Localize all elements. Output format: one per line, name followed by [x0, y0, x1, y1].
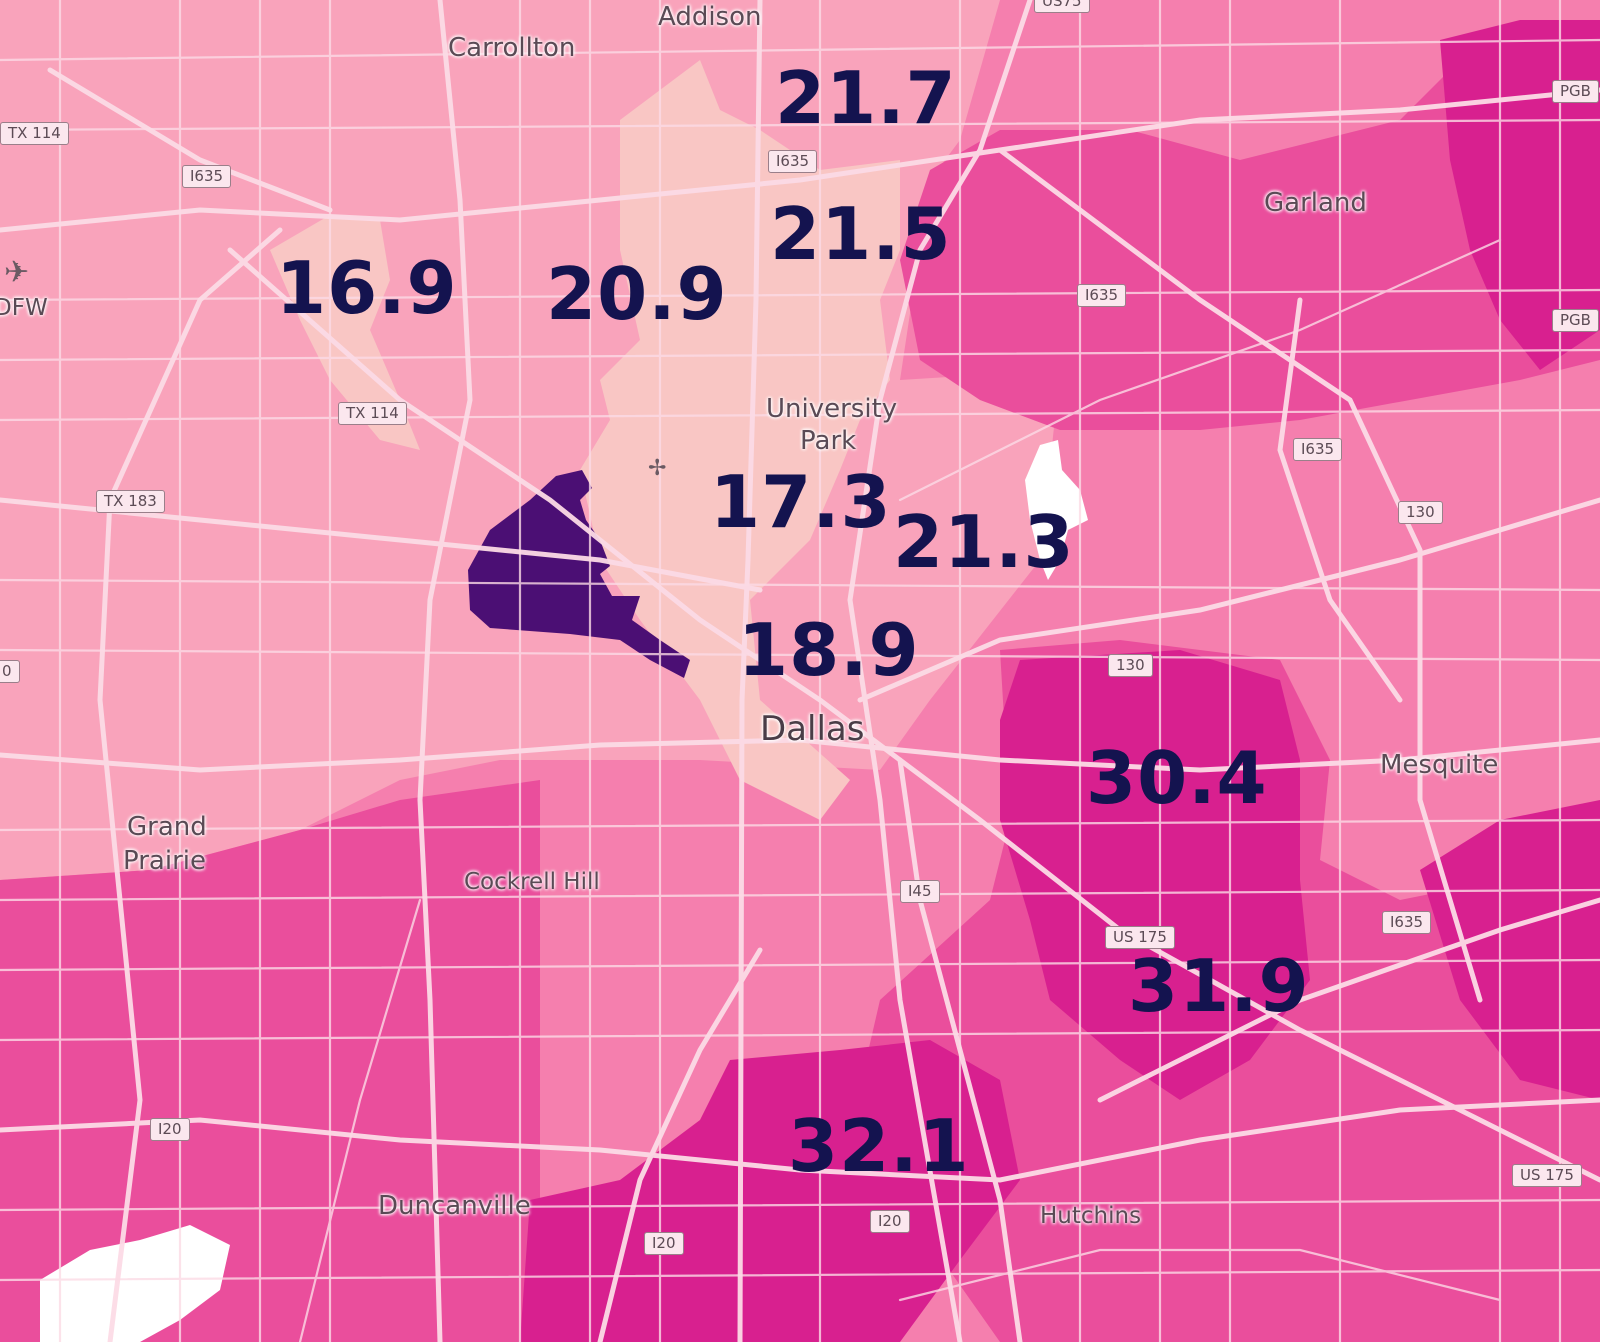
- shield-i20-west: I20: [150, 1118, 190, 1141]
- region-strong-north-east: [900, 60, 1600, 430]
- shield-i635-east: I635: [1293, 438, 1343, 461]
- stat-value-northwest: 20.9: [546, 252, 728, 336]
- region-outlier-purple: [468, 470, 690, 678]
- shield-pgbt-south: PGB: [1552, 309, 1599, 332]
- shield-us175: US 175: [1105, 926, 1175, 949]
- stat-value-farmers-branch-west: 16.9: [276, 246, 458, 330]
- shield-tx183: TX 183: [96, 490, 165, 513]
- stat-value-south-dallas: 32.1: [788, 1104, 970, 1188]
- shield-us75-top: US75: [1034, 0, 1090, 13]
- region-darkest-south: [520, 1040, 1020, 1342]
- place-label-cockrell-hill: Cockrell Hill: [464, 869, 600, 895]
- shield-sr130: 130: [1108, 654, 1153, 677]
- shield-pgbt-north: PGB: [1552, 80, 1599, 103]
- region-no-data-lake: [1025, 440, 1088, 580]
- place-label-garland: Garland: [1264, 188, 1367, 218]
- stat-value-north-central-top: 21.7: [775, 56, 957, 140]
- shield-us175-east: US 175: [1512, 1164, 1582, 1187]
- shield-i20-southeast: I20: [870, 1210, 910, 1233]
- place-label-hutchins: Hutchins: [1040, 1203, 1142, 1229]
- shield-tx114-west: TX 114: [0, 122, 69, 145]
- stat-value-north-central: 21.5: [770, 192, 952, 276]
- place-label-grand: Grand: [127, 812, 207, 842]
- shield-edge-left: 0: [0, 660, 20, 683]
- place-label-carrollton: Carrollton: [448, 33, 576, 63]
- stat-value-pleasant-grove-south: 31.9: [1128, 944, 1310, 1028]
- place-label-dfw: DFW: [0, 295, 48, 321]
- shield-tx114: TX 114: [338, 402, 407, 425]
- shield-sr130-east: 130: [1398, 501, 1443, 524]
- place-label-duncanville: Duncanville: [378, 1191, 531, 1221]
- region-lightest-west: [270, 215, 420, 450]
- place-label-prairie: Prairie: [123, 846, 206, 876]
- airport-icon: ✈: [4, 255, 30, 290]
- airfield-icon: ✢: [648, 456, 667, 481]
- region-no-data-southwest: [40, 1225, 230, 1342]
- shield-i635-southeast: I635: [1382, 911, 1432, 934]
- shield-i635-west: I635: [182, 165, 232, 188]
- stat-value-uptown: 18.9: [738, 608, 920, 692]
- place-label-mesquite: Mesquite: [1380, 750, 1499, 780]
- stat-value-lakewood: 21.3: [893, 500, 1075, 584]
- shield-i635-northeast: I635: [1077, 284, 1127, 307]
- place-label-addison: Addison: [658, 2, 762, 32]
- stat-value-love-field: 17.3: [710, 460, 892, 544]
- place-label-university: University: [766, 394, 898, 424]
- stat-value-pleasant-grove-north: 30.4: [1086, 736, 1268, 820]
- shield-i20-south: I20: [644, 1232, 684, 1255]
- shield-i45: I45: [900, 880, 940, 903]
- region-strong-southwest: [0, 780, 540, 1342]
- place-label-park: Park: [800, 426, 857, 456]
- region-darkest-east-edge: [1420, 800, 1600, 1100]
- place-label-dallas: Dallas: [760, 709, 865, 749]
- shield-i635-north: I635: [768, 150, 818, 173]
